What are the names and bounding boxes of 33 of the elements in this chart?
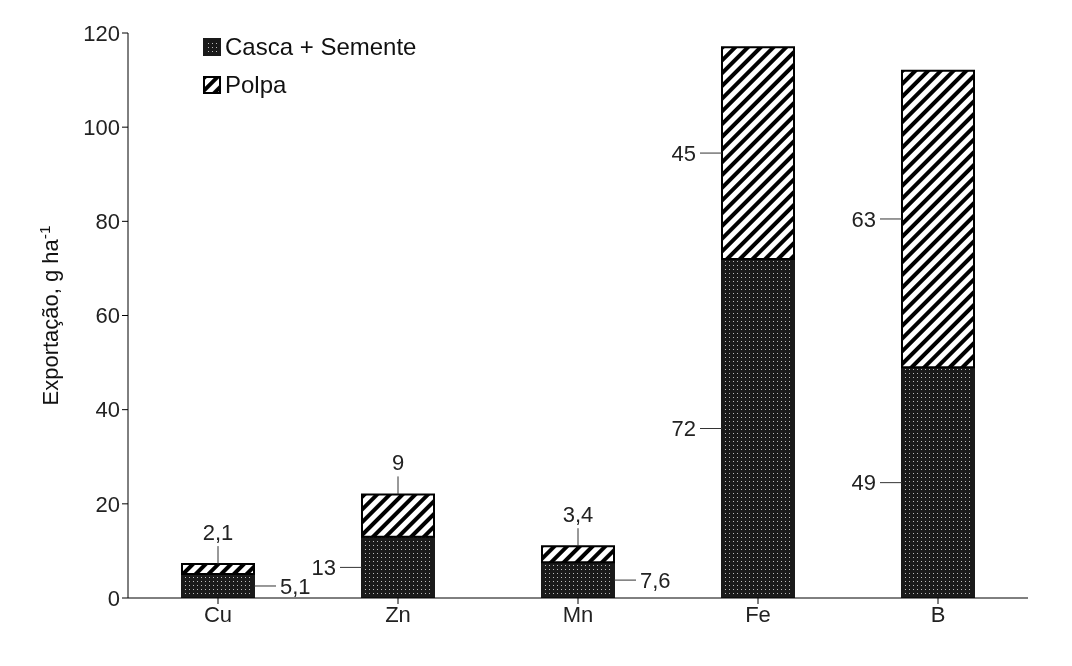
legend-label: Polpa [225, 70, 287, 100]
bar [721, 258, 795, 598]
x-tick-label: B [930, 601, 946, 627]
y-tick-label: 20 [95, 491, 120, 517]
y-tick-label: 0 [107, 585, 120, 611]
data-label: 5,1 [280, 573, 311, 599]
x-tick-label: Mn [562, 601, 594, 627]
data-label: 49 [851, 470, 876, 496]
y-tick-label: 40 [95, 397, 120, 423]
bar [361, 535, 435, 598]
y-tick-label: 100 [83, 114, 120, 140]
data-label: 72 [671, 416, 696, 442]
data-label: 9 [391, 450, 405, 476]
data-label: 63 [851, 206, 876, 232]
x-tick-label: Zn [385, 601, 411, 627]
data-label: 3,4 [562, 502, 594, 528]
bar [181, 563, 255, 575]
bar [541, 545, 615, 564]
y-tick-label: 120 [83, 20, 120, 46]
x-tick-label: Fe [745, 601, 771, 627]
data-label: 45 [671, 140, 696, 166]
data-label: 7,6 [640, 567, 671, 593]
y-tick-label: 60 [95, 303, 120, 329]
data-label: 2,1 [202, 520, 234, 546]
bar [901, 69, 975, 369]
x-tick-label: Cu [203, 601, 233, 627]
bar [901, 366, 975, 598]
bar [541, 561, 615, 598]
legend-label: Casca + Semente [225, 32, 417, 62]
y-tick-label: 80 [95, 209, 120, 235]
bar [721, 46, 795, 260]
data-label: 13 [311, 555, 336, 581]
bar [361, 493, 435, 538]
